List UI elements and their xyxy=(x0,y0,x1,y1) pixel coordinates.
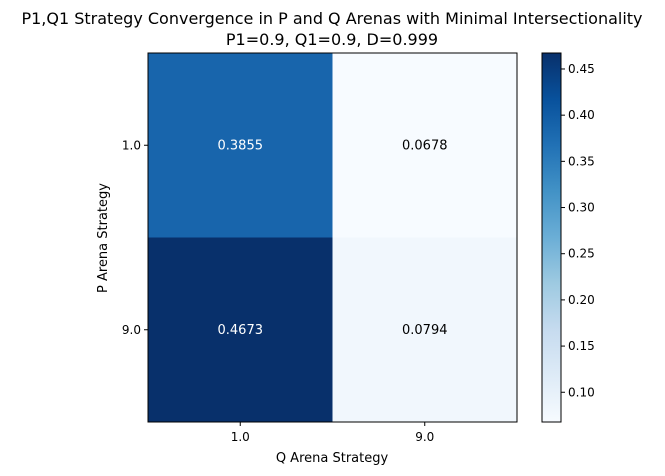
colorbar-ticks: 0.10 0.15 0.20 0.25 0.30 0.35 0.40 0.45 xyxy=(561,62,595,399)
cell-labels: 0.3855 0.0678 0.4673 0.0794 xyxy=(218,138,448,338)
heatmap-cell xyxy=(332,237,517,422)
chart-title: P1,Q1 Strategy Convergence in P and Q Ar… xyxy=(21,9,642,28)
colorbar-tick-label: 0.35 xyxy=(568,154,595,168)
cell-value-label: 0.3855 xyxy=(218,138,264,153)
chart-subtitle: P1=0.9, Q1=0.9, D=0.999 xyxy=(226,30,438,49)
cell-value-label: 0.0678 xyxy=(402,138,448,153)
x-axis-label: Q Arena Strategy xyxy=(276,451,389,466)
colorbar-tick-label: 0.45 xyxy=(568,62,595,76)
cell-value-label: 0.4673 xyxy=(218,323,264,338)
colorbar-tick-label: 0.10 xyxy=(568,385,595,399)
y-axis-label: P Arena Strategy xyxy=(96,183,111,293)
heatmap-cell xyxy=(148,53,333,238)
x-axis-ticks: 1.0 9.0 xyxy=(231,422,434,444)
y-tick-label: 1.0 xyxy=(122,138,141,152)
heatmap-cell xyxy=(332,53,517,238)
colorbar-tick-label: 0.40 xyxy=(568,108,595,122)
cell-value-label: 0.0794 xyxy=(402,323,448,338)
y-tick-label: 9.0 xyxy=(122,323,141,337)
x-tick-label: 1.0 xyxy=(231,430,250,444)
y-axis-ticks: 1.0 9.0 xyxy=(122,138,148,337)
colorbar xyxy=(541,52,562,423)
heatmap-cells xyxy=(148,53,517,422)
heatmap-cell xyxy=(148,237,333,422)
colorbar-tick-label: 0.30 xyxy=(568,201,595,215)
colorbar-tick-label: 0.20 xyxy=(568,293,595,307)
plot-frame xyxy=(147,52,518,423)
colorbar-tick-label: 0.15 xyxy=(568,339,595,353)
x-tick-label: 9.0 xyxy=(415,430,434,444)
colorbar-tick-label: 0.25 xyxy=(568,247,595,261)
